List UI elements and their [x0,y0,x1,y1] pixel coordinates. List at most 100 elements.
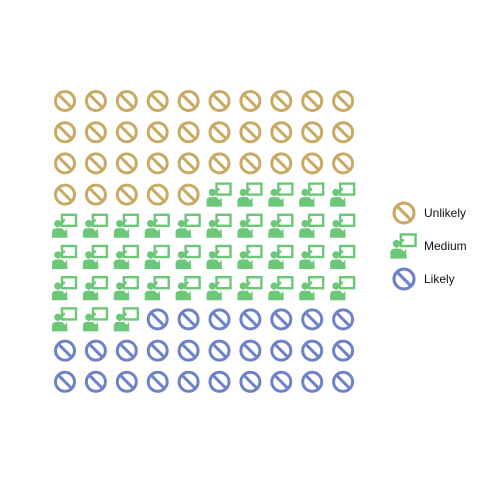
waffle-cell-medium-presenter-icon [299,276,325,301]
waffle-cell-medium-presenter-icon [299,182,325,207]
waffle-cell-medium-presenter-icon [113,307,140,332]
waffle-cell-medium-presenter-icon [206,276,232,301]
waffle-cell-unlikely-ban-icon [84,183,107,206]
waffle-cell-unlikely-ban-icon [301,90,324,112]
waffle-cell-unlikely-ban-icon [301,121,324,144]
waffle-cell-unlikely-ban-icon [54,152,76,175]
waffle-cell-unlikely-ban-icon [115,121,138,144]
waffle-cell-unlikely-ban-icon [332,90,355,112]
waffle-cell-likely-ban-icon [84,370,107,393]
waffle-cell-likely-ban-icon [115,370,138,393]
waffle-cell-medium-presenter-icon [52,244,78,269]
waffle-cell-medium-presenter-icon [330,182,356,207]
waffle-cell-medium-presenter-icon [237,213,263,238]
waffle-cell-unlikely-ban-icon [270,121,293,144]
waffle-cell-unlikely-ban-icon [239,121,262,144]
legend-ban-icon [392,267,416,291]
waffle-cell-medium-presenter-icon [268,244,294,269]
waffle-cell-unlikely-ban-icon [177,183,200,206]
waffle-cell-likely-ban-icon [332,370,355,393]
waffle-cell-medium-presenter-icon [52,307,78,332]
waffle-cell-likely-ban-icon [146,308,169,331]
waffle-cell-likely-ban-icon [239,339,262,362]
waffle-cell-medium-presenter-icon [330,244,356,269]
waffle-grid [52,90,356,393]
waffle-cell-medium-presenter-icon [268,182,294,207]
waffle-cell-medium-presenter-icon [268,213,294,238]
waffle-cell-medium-presenter-icon [268,276,294,301]
legend-item-likely: Likely [392,267,455,291]
waffle-cell-unlikely-ban-icon [115,90,138,112]
waffle-cell-medium-presenter-icon [299,244,325,269]
waffle-cell-medium-presenter-icon [237,182,263,207]
waffle-cell-medium-presenter-icon [175,276,201,301]
waffle-cell-likely-ban-icon [146,370,169,393]
waffle-cell-unlikely-ban-icon [208,90,231,112]
waffle-cell-likely-ban-icon [270,339,293,362]
waffle-cell-likely-ban-icon [54,339,76,362]
waffle-cell-medium-presenter-icon [113,244,140,269]
waffle-cell-medium-presenter-icon [175,213,201,238]
waffle-cell-likely-ban-icon [301,370,324,393]
waffle-cell-unlikely-ban-icon [54,90,76,112]
legend-item-unlikely: Unlikely [392,201,466,225]
legend: Unlikely Medium Likely [390,201,467,291]
waffle-cell-likely-ban-icon [332,308,355,331]
waffle-cell-unlikely-ban-icon [54,121,76,144]
waffle-cell-likely-ban-icon [177,339,200,362]
waffle-cell-unlikely-ban-icon [208,121,231,144]
waffle-cell-unlikely-ban-icon [115,152,138,175]
waffle-cell-medium-presenter-icon [82,307,109,332]
legend-item-medium: Medium [390,233,467,259]
waffle-cell-likely-ban-icon [177,370,200,393]
waffle-cell-medium-presenter-icon [330,213,356,238]
waffle-cell-unlikely-ban-icon [301,152,324,175]
waffle-cell-unlikely-ban-icon [177,90,200,112]
waffle-cell-unlikely-ban-icon [84,152,107,175]
waffle-cell-likely-ban-icon [84,339,107,362]
legend-label: Unlikely [424,206,466,220]
waffle-cell-medium-presenter-icon [82,213,109,238]
waffle-cell-medium-presenter-icon [113,276,140,301]
waffle-cell-medium-presenter-icon [206,244,232,269]
waffle-cell-medium-presenter-icon [175,244,201,269]
waffle-cell-unlikely-ban-icon [84,121,107,144]
waffle-cell-unlikely-ban-icon [115,183,138,206]
waffle-cell-unlikely-ban-icon [332,152,355,175]
waffle-cell-medium-presenter-icon [206,213,232,238]
waffle-cell-medium-presenter-icon [52,213,78,238]
waffle-cell-unlikely-ban-icon [146,90,169,112]
waffle-cell-likely-ban-icon [239,308,262,331]
waffle-cell-unlikely-ban-icon [239,152,262,175]
waffle-cell-unlikely-ban-icon [270,90,293,112]
legend-presenter-icon [390,233,417,259]
waffle-cell-likely-ban-icon [177,308,200,331]
waffle-cell-unlikely-ban-icon [332,121,355,144]
waffle-cell-likely-ban-icon [239,370,262,393]
waffle-cell-medium-presenter-icon [144,213,170,238]
waffle-cell-likely-ban-icon [54,370,76,393]
waffle-cell-medium-presenter-icon [52,276,78,301]
legend-label: Medium [424,239,467,253]
legend-ban-icon [392,201,416,225]
waffle-cell-likely-ban-icon [332,339,355,362]
waffle-cell-medium-presenter-icon [330,276,356,301]
waffle-cell-likely-ban-icon [208,339,231,362]
waffle-cell-medium-presenter-icon [113,213,140,238]
waffle-cell-likely-ban-icon [208,370,231,393]
waffle-cell-unlikely-ban-icon [239,90,262,112]
waffle-cell-unlikely-ban-icon [177,121,200,144]
waffle-cell-medium-presenter-icon [82,276,109,301]
waffle-cell-unlikely-ban-icon [54,183,76,206]
waffle-cell-medium-presenter-icon [237,244,263,269]
waffle-cell-unlikely-ban-icon [146,183,169,206]
waffle-cell-medium-presenter-icon [144,244,170,269]
waffle-cell-unlikely-ban-icon [177,152,200,175]
waffle-cell-unlikely-ban-icon [84,90,107,112]
waffle-cell-unlikely-ban-icon [270,152,293,175]
waffle-cell-likely-ban-icon [301,339,324,362]
waffle-cell-medium-presenter-icon [144,276,170,301]
waffle-cell-unlikely-ban-icon [208,152,231,175]
waffle-cell-likely-ban-icon [270,370,293,393]
